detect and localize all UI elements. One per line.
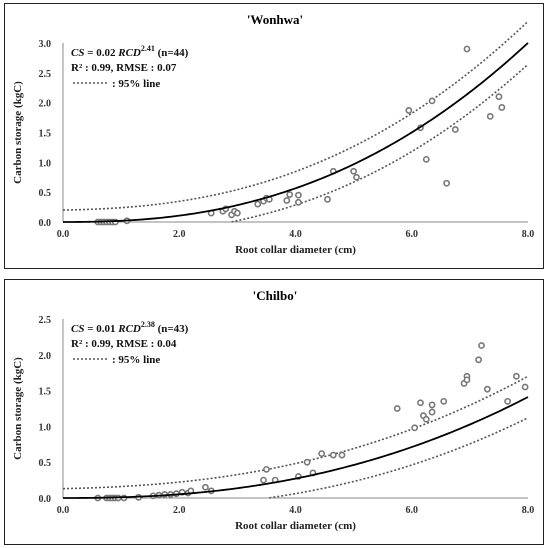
chilbo-title: 'Chilbo' <box>253 288 298 303</box>
legend-95-line-label: : 95% line <box>112 78 160 90</box>
data-point <box>303 458 311 466</box>
data-point <box>475 356 482 364</box>
data-point <box>463 376 471 384</box>
y-tick-label: 2.0 <box>39 351 52 362</box>
data-point <box>353 173 360 181</box>
equation-n: (n=43) <box>155 323 189 335</box>
data-point <box>202 483 209 491</box>
data-point <box>411 424 419 432</box>
data-point <box>417 399 424 407</box>
wonhwa-chart-panel: 'Wonhwa' 0.0 2.0 4.0 6.0 8.0 0.0 0.5 1.0 1.5 2.0 2.… <box>4 3 544 269</box>
data-point <box>393 405 401 412</box>
wonhwa-chart: 'Wonhwa' 0.0 2.0 4.0 6.0 8.0 0.0 0.5 1.0 1.5 2.0 2.… <box>12 12 535 256</box>
data-point <box>428 97 436 105</box>
data-point <box>295 198 302 206</box>
data-point <box>443 179 451 187</box>
data-point <box>324 195 331 203</box>
fitted-curve <box>63 42 529 223</box>
data-point <box>463 45 471 53</box>
wonhwa-title: 'Wonhwa' <box>247 12 303 27</box>
equation-cs: CS <box>71 47 84 59</box>
fitted-curve <box>63 396 529 499</box>
data-point <box>521 383 529 391</box>
data-point <box>260 476 267 484</box>
x-axis-title: Root collar diameter (cm) <box>235 244 356 256</box>
data-point <box>350 167 358 175</box>
y-tick-label: 0.5 <box>39 458 52 469</box>
chilbo-chart: 'Chilbo' 0.0 2.0 4.0 6.0 8.0 0.0 0.5 1.0 1.5 2.0 2.… <box>12 288 535 532</box>
data-point <box>451 126 459 133</box>
y-axis-title: Carbon storage (kgC) <box>12 81 24 184</box>
x-tick-label: 6.0 <box>406 505 419 516</box>
x-tick-label: 4.0 <box>289 229 302 240</box>
x-tick-label: 8.0 <box>522 505 535 516</box>
data-point <box>254 200 262 208</box>
y-tick-label: 1.5 <box>39 387 52 398</box>
equation-coef: = 0.01 <box>84 323 118 335</box>
x-tick-label: 2.0 <box>173 229 186 240</box>
y-tick-label: 3.0 <box>39 39 52 50</box>
data-point <box>504 397 512 405</box>
equation-rcd: RCD <box>117 323 141 335</box>
y-tick-label: 2.5 <box>39 69 52 80</box>
x-tick-label: 4.0 <box>289 505 302 516</box>
data-point <box>440 397 448 405</box>
x-tick-label: 8.0 <box>522 229 535 240</box>
x-tick-label: 0.0 <box>57 229 70 240</box>
equation-cs: CS <box>71 323 84 335</box>
data-point <box>295 191 302 199</box>
data-point <box>233 209 241 217</box>
equation-exponent: 2.38 <box>141 320 155 329</box>
data-point <box>329 451 337 459</box>
y-tick-label: 0.0 <box>39 218 52 229</box>
y-tick-label: 0.0 <box>39 494 52 505</box>
data-point <box>422 155 430 163</box>
y-tick-label: 1.5 <box>39 129 52 140</box>
y-tick-label: 2.5 <box>39 315 52 326</box>
y-axis-title: Carbon storage (kgC) <box>12 357 24 460</box>
data-point <box>512 372 520 380</box>
fit-statistics: R² : 0.99, RMSE : 0.07 <box>71 62 177 74</box>
y-tick-label: 0.5 <box>39 188 52 199</box>
y-tick-label: 1.0 <box>39 422 52 433</box>
upper-95-line <box>62 20 529 211</box>
chilbo-chart-panel: 'Chilbo' 0.0 2.0 4.0 6.0 8.0 0.0 0.5 1.0 1.5 2.0 2.… <box>4 279 544 545</box>
y-tick-label: 2.0 <box>39 99 52 110</box>
equation-rcd: RCD <box>117 47 141 59</box>
equation-exponent: 2.41 <box>141 44 155 53</box>
data-point <box>263 465 270 473</box>
equation-text: CS = 0.01 RCD2.38 (n=43) <box>71 320 189 335</box>
equation-text: CS = 0.02 RCD2.41 (n=44) <box>71 44 189 59</box>
x-tick-label: 2.0 <box>173 505 186 516</box>
upper-95-line <box>62 375 529 490</box>
equation-n: (n=44) <box>155 47 189 59</box>
data-point <box>498 104 506 111</box>
data-point <box>486 112 494 120</box>
data-point <box>478 342 485 349</box>
lower-95-line <box>269 417 529 499</box>
data-point <box>495 93 503 101</box>
data-point <box>286 191 294 198</box>
data-point <box>428 401 436 409</box>
data-point <box>483 385 491 393</box>
x-axis-title: Root collar diameter (cm) <box>235 520 356 532</box>
x-tick-label: 6.0 <box>406 229 419 240</box>
data-point <box>283 197 291 204</box>
data-point <box>422 415 430 423</box>
legend-95-line-label: : 95% line <box>112 354 160 366</box>
y-tick-label: 1.0 <box>39 158 52 169</box>
data-point <box>428 408 436 416</box>
data-point <box>338 451 346 459</box>
x-tick-label: 0.0 <box>57 505 70 516</box>
fit-statistics: R² : 0.99, RMSE : 0.04 <box>71 338 177 350</box>
lower-95-line <box>231 63 529 223</box>
data-point <box>405 107 413 114</box>
equation-coef: = 0.02 <box>84 47 118 59</box>
data-point <box>318 450 326 458</box>
